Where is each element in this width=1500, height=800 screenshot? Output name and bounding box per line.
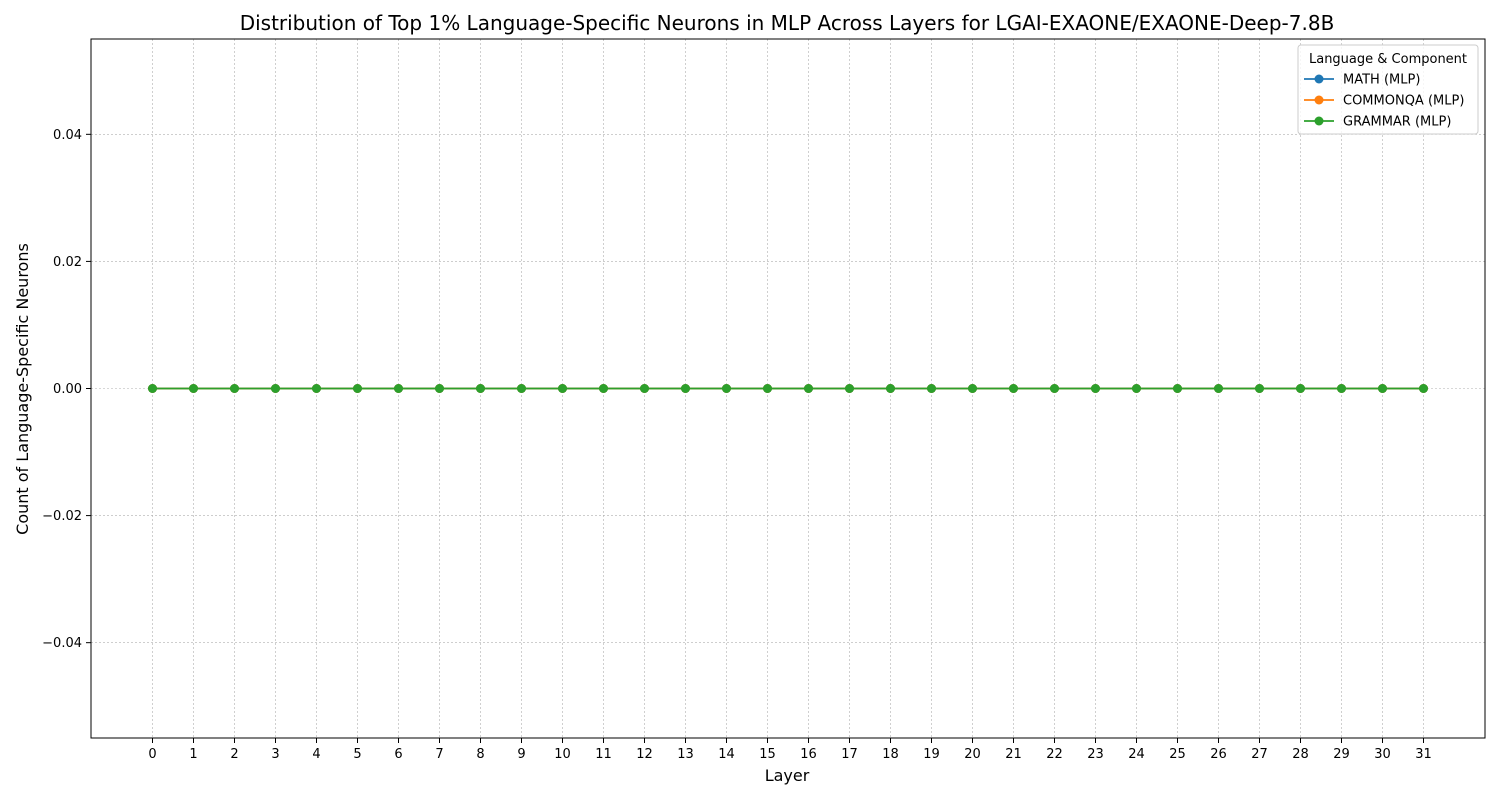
legend-marker [1314, 74, 1324, 84]
x-tick-label: 4 [312, 747, 320, 762]
x-tick-label: 23 [1087, 747, 1104, 762]
x-tick-label: 10 [554, 747, 571, 762]
x-tick-label: 25 [1169, 747, 1186, 762]
data-point [1132, 384, 1141, 393]
y-axis-ticks: −0.04 −0.02 0.00 0.02 0.04 [42, 128, 91, 651]
x-tick-label: 29 [1333, 747, 1350, 762]
data-point [722, 384, 731, 393]
x-tick-label: 20 [964, 747, 981, 762]
y-tick-label: −0.04 [42, 636, 82, 651]
data-point [1255, 384, 1264, 393]
x-tick-label: 0 [148, 747, 156, 762]
data-point [763, 384, 772, 393]
data-point [1337, 384, 1346, 393]
data-point [1009, 384, 1018, 393]
data-point [1419, 384, 1428, 393]
x-tick-label: 1 [189, 747, 197, 762]
x-tick-label: 6 [394, 747, 402, 762]
data-point [886, 384, 895, 393]
x-tick-label: 26 [1210, 747, 1227, 762]
data-point [968, 384, 977, 393]
legend-entry: COMMONQA (MLP) [1304, 94, 1464, 109]
y-tick-label: 0.02 [53, 255, 82, 270]
data-point [845, 384, 854, 393]
x-tick-label: 16 [800, 747, 817, 762]
x-tick-label: 11 [595, 747, 612, 762]
x-tick-label: 2 [230, 747, 238, 762]
x-tick-label: 17 [841, 747, 858, 762]
data-point [640, 384, 649, 393]
legend-entry: MATH (MLP) [1304, 73, 1420, 88]
data-point [1091, 384, 1100, 393]
legend-entries: MATH (MLP) COMMONQA (MLP) GRAMMAR (MLP) [1304, 73, 1464, 130]
data-point [599, 384, 608, 393]
legend-label: GRAMMAR (MLP) [1343, 115, 1451, 130]
x-tick-label: 21 [1005, 747, 1022, 762]
data-point [927, 384, 936, 393]
data-point [148, 384, 157, 393]
data-point [1296, 384, 1305, 393]
x-tick-label: 30 [1374, 747, 1391, 762]
data-point [517, 384, 526, 393]
data-point [271, 384, 280, 393]
data-point [353, 384, 362, 393]
legend-entry: GRAMMAR (MLP) [1304, 115, 1451, 130]
data-point [558, 384, 567, 393]
data-point [1050, 384, 1059, 393]
x-tick-label: 12 [636, 747, 653, 762]
data-point [189, 384, 198, 393]
x-tick-label: 22 [1046, 747, 1063, 762]
y-axis-label: Count of Language-Specific Neurons [13, 243, 32, 535]
y-tick-label: 0.00 [53, 382, 82, 397]
legend: Language & Component MATH (MLP) COMMONQA … [1297, 44, 1479, 135]
x-tick-label: 19 [923, 747, 940, 762]
legend-marker [1314, 116, 1324, 126]
x-tick-label: 9 [517, 747, 525, 762]
legend-marker [1314, 95, 1324, 105]
x-tick-label: 31 [1415, 747, 1432, 762]
legend-label: MATH (MLP) [1343, 73, 1420, 88]
x-axis-ticks: 0 1 2 3 4 5 6 7 8 9 10 11 12 13 14 15 16 17 18 19 20 21 22 23 24… [148, 738, 1432, 762]
x-tick-label: 18 [882, 747, 899, 762]
x-tick-label: 15 [759, 747, 776, 762]
data-point [681, 384, 690, 393]
legend-label: COMMONQA (MLP) [1343, 94, 1464, 109]
x-tick-label: 13 [677, 747, 694, 762]
x-tick-label: 27 [1251, 747, 1268, 762]
y-tick-label: 0.04 [53, 128, 82, 143]
x-axis-label: Layer [765, 766, 810, 785]
legend-box [1297, 44, 1479, 135]
x-tick-label: 7 [435, 747, 443, 762]
x-tick-label: 24 [1128, 747, 1145, 762]
data-point [394, 384, 403, 393]
x-tick-label: 8 [476, 747, 484, 762]
chart-title: Distribution of Top 1% Language-Specific… [240, 11, 1335, 35]
data-point [804, 384, 813, 393]
legend-title: Language & Component [1309, 52, 1467, 67]
series-group [148, 384, 1428, 393]
x-tick-label: 28 [1292, 747, 1309, 762]
series-grammar-mlp [148, 384, 1428, 393]
data-point [1378, 384, 1387, 393]
data-point [1214, 384, 1223, 393]
data-point [230, 384, 239, 393]
y-tick-label: −0.02 [42, 509, 82, 524]
x-tick-label: 5 [353, 747, 361, 762]
x-tick-label: 3 [271, 747, 279, 762]
data-point [1173, 384, 1182, 393]
x-tick-label: 14 [718, 747, 735, 762]
data-point [312, 384, 321, 393]
data-point [476, 384, 485, 393]
data-point [435, 384, 444, 393]
